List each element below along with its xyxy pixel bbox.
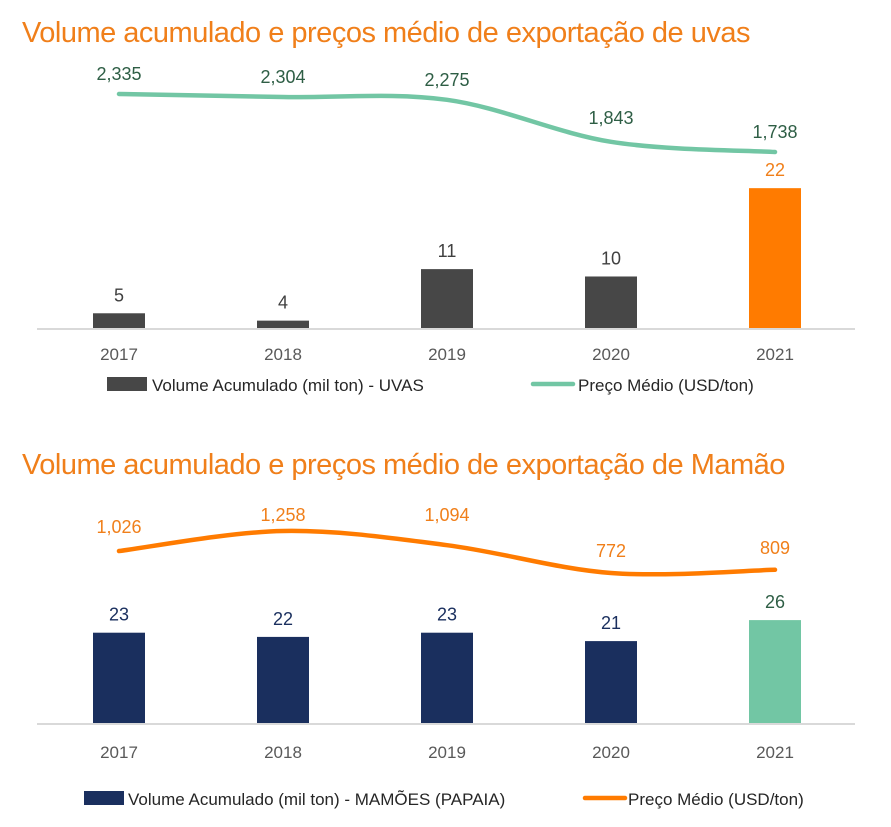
x-tick-label: 2020 xyxy=(592,345,630,364)
line-data-label: 1,738 xyxy=(752,122,797,142)
bar-2019 xyxy=(421,632,473,723)
legend-line-label: Preço Médio (USD/ton) xyxy=(578,376,754,395)
chart-title: Volume acumulado e preços médio de expor… xyxy=(22,449,785,481)
bar-data-label: 11 xyxy=(438,241,457,261)
bar-2019 xyxy=(421,269,473,328)
line-data-label: 2,275 xyxy=(424,70,469,90)
bar-data-label: 26 xyxy=(765,592,785,612)
line-data-label: 2,335 xyxy=(96,64,141,84)
legend-line-label: Preço Médio (USD/ton) xyxy=(628,790,804,809)
line-data-label: 1,094 xyxy=(424,505,469,525)
line-data-label: 1,843 xyxy=(588,108,633,128)
x-tick-label: 2019 xyxy=(428,743,466,762)
bar-2020 xyxy=(585,641,637,723)
bar-data-label: 5 xyxy=(114,285,124,305)
bar-data-label: 23 xyxy=(109,605,129,625)
legend-bar-swatch xyxy=(107,377,147,391)
bar-data-label: 23 xyxy=(437,605,457,625)
line-data-label: 772 xyxy=(596,541,626,561)
line-data-label: 809 xyxy=(760,538,790,558)
bar-data-label: 22 xyxy=(273,609,293,629)
x-tick-label: 2018 xyxy=(264,345,302,364)
bar-2017 xyxy=(93,632,145,723)
x-tick-label: 2021 xyxy=(756,743,794,762)
legend-bar-swatch xyxy=(84,791,124,805)
bar-data-label: 4 xyxy=(278,293,288,313)
price-line xyxy=(116,528,778,577)
bar-2021 xyxy=(749,188,801,328)
line-data-label: 2,304 xyxy=(260,67,305,87)
x-tick-label: 2020 xyxy=(592,743,630,762)
legend-bar-label: Volume Acumulado (mil ton) - MAMÕES (PAP… xyxy=(128,790,505,809)
x-tick-label: 2019 xyxy=(428,345,466,364)
bar-data-label: 21 xyxy=(601,613,621,633)
line-data-label: 1,258 xyxy=(260,505,305,525)
bar-2018 xyxy=(257,636,309,723)
line-data-label: 1,026 xyxy=(96,517,141,537)
chart-title: Volume acumulado e preços médio de expor… xyxy=(22,17,750,49)
bar-data-label: 22 xyxy=(765,160,785,180)
legend-bar-label: Volume Acumulado (mil ton) - UVAS xyxy=(152,376,424,395)
bar-2020 xyxy=(585,276,637,328)
bar-2018 xyxy=(257,320,309,328)
x-tick-label: 2017 xyxy=(100,743,138,762)
bar-data-label: 10 xyxy=(601,248,621,268)
x-tick-label: 2021 xyxy=(756,345,794,364)
x-tick-label: 2018 xyxy=(264,743,302,762)
price-line xyxy=(116,91,778,155)
x-tick-label: 2017 xyxy=(100,345,138,364)
bar-2017 xyxy=(93,313,145,328)
bar-2021 xyxy=(749,620,801,723)
